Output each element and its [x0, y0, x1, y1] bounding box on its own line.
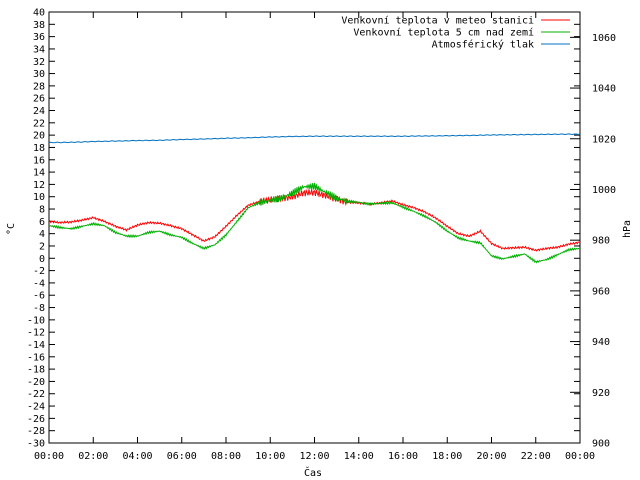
series-line-3	[48, 133, 581, 144]
left-tick-label: -12	[27, 328, 45, 339]
x-tick-label: 16:00	[388, 451, 418, 462]
right-tick-label: 1020	[592, 134, 616, 145]
left-tick-label: 6	[39, 217, 45, 228]
right-tick-label: 1060	[592, 33, 616, 44]
left-tick-label: 10	[33, 192, 45, 203]
plot-border	[48, 11, 581, 444]
legend-entry-label: Venkovní teplota v meteo stanici	[341, 15, 534, 27]
x-tick-label: 20:00	[476, 451, 506, 462]
left-tick-label: -6	[33, 291, 45, 302]
left-tick-label: 26	[33, 94, 45, 105]
x-tick-label: 12:00	[299, 451, 329, 462]
left-tick-label: -28	[27, 426, 45, 437]
right-tick-label: 980	[592, 236, 610, 247]
x-tick-label: 10:00	[255, 451, 285, 462]
left-tick-label: 38	[33, 20, 45, 31]
left-tick-label: 22	[33, 118, 45, 129]
left-tick-label: 34	[33, 44, 45, 55]
left-tick-label: -26	[27, 414, 45, 425]
right-tick-label: 900	[592, 439, 610, 450]
left-tick-label: 40	[33, 8, 45, 19]
right-tick-label: 960	[592, 286, 610, 297]
left-tick-label: 4	[39, 229, 45, 240]
left-tick-label: 30	[33, 69, 45, 80]
plot-frame	[48, 11, 581, 444]
left-tick-label: -20	[27, 377, 45, 388]
right-tick-label: 1040	[592, 84, 616, 95]
left-tick-label: -10	[27, 315, 45, 326]
legend-entry-label: Atmosférický tlak	[432, 39, 534, 51]
right-axis-ticks: 900 920 940 960 980 1000 1020 1040 1060	[570, 33, 616, 450]
x-axis-ticks: 00:00 02:00 04:00 06:00 08:00 10:00 12:00 14:00…	[34, 12, 595, 462]
x-tick-label: 02:00	[78, 451, 108, 462]
right-axis-label: hPa	[622, 220, 633, 238]
left-tick-label: 16	[33, 155, 45, 166]
right-tick-label: 920	[592, 388, 610, 399]
legend-entry-label: Venkovní teplota 5 cm nad zemí	[353, 27, 534, 39]
left-tick-label: 2	[39, 241, 45, 252]
series-lines	[48, 133, 581, 264]
left-tick-label: -30	[27, 439, 45, 450]
left-tick-label: 12	[33, 180, 45, 191]
left-tick-label: -18	[27, 365, 45, 376]
left-tick-label: 20	[33, 131, 45, 142]
left-tick-label: -24	[27, 402, 45, 413]
x-tick-label: 22:00	[521, 451, 551, 462]
x-axis-label: Čas	[304, 466, 322, 479]
left-tick-label: 0	[39, 254, 45, 265]
x-tick-label: 18:00	[432, 451, 462, 462]
left-axis-label: °C	[6, 223, 17, 235]
legend: Venkovní teplota v meteo staniciVenkovní…	[341, 15, 570, 51]
left-tick-label: 24	[33, 106, 45, 117]
left-tick-label: -14	[27, 340, 45, 351]
x-tick-label: 14:00	[344, 451, 374, 462]
series-line-2	[48, 182, 581, 264]
left-tick-label: -16	[27, 352, 45, 363]
left-tick-label: -22	[27, 389, 45, 400]
series-line-1	[48, 188, 580, 252]
x-tick-label: 00:00	[34, 451, 64, 462]
left-tick-label: 8	[39, 205, 45, 216]
left-axis-ticks: -30-28-26-24-22-20-18-16-14-12-10-8-6-4-…	[27, 8, 580, 450]
left-tick-label: 36	[33, 32, 45, 43]
left-tick-label: -2	[33, 266, 45, 277]
left-tick-label: 18	[33, 143, 45, 154]
x-tick-label: 04:00	[122, 451, 152, 462]
right-tick-label: 940	[592, 337, 610, 348]
x-tick-label: 08:00	[211, 451, 241, 462]
right-tick-label: 1000	[592, 185, 616, 196]
left-tick-label: 28	[33, 81, 45, 92]
left-tick-label: -4	[33, 278, 45, 289]
left-tick-label: 14	[33, 168, 45, 179]
left-tick-label: -8	[33, 303, 45, 314]
x-tick-label: 00:00	[565, 451, 595, 462]
x-tick-label: 06:00	[167, 451, 197, 462]
left-tick-label: 32	[33, 57, 45, 68]
